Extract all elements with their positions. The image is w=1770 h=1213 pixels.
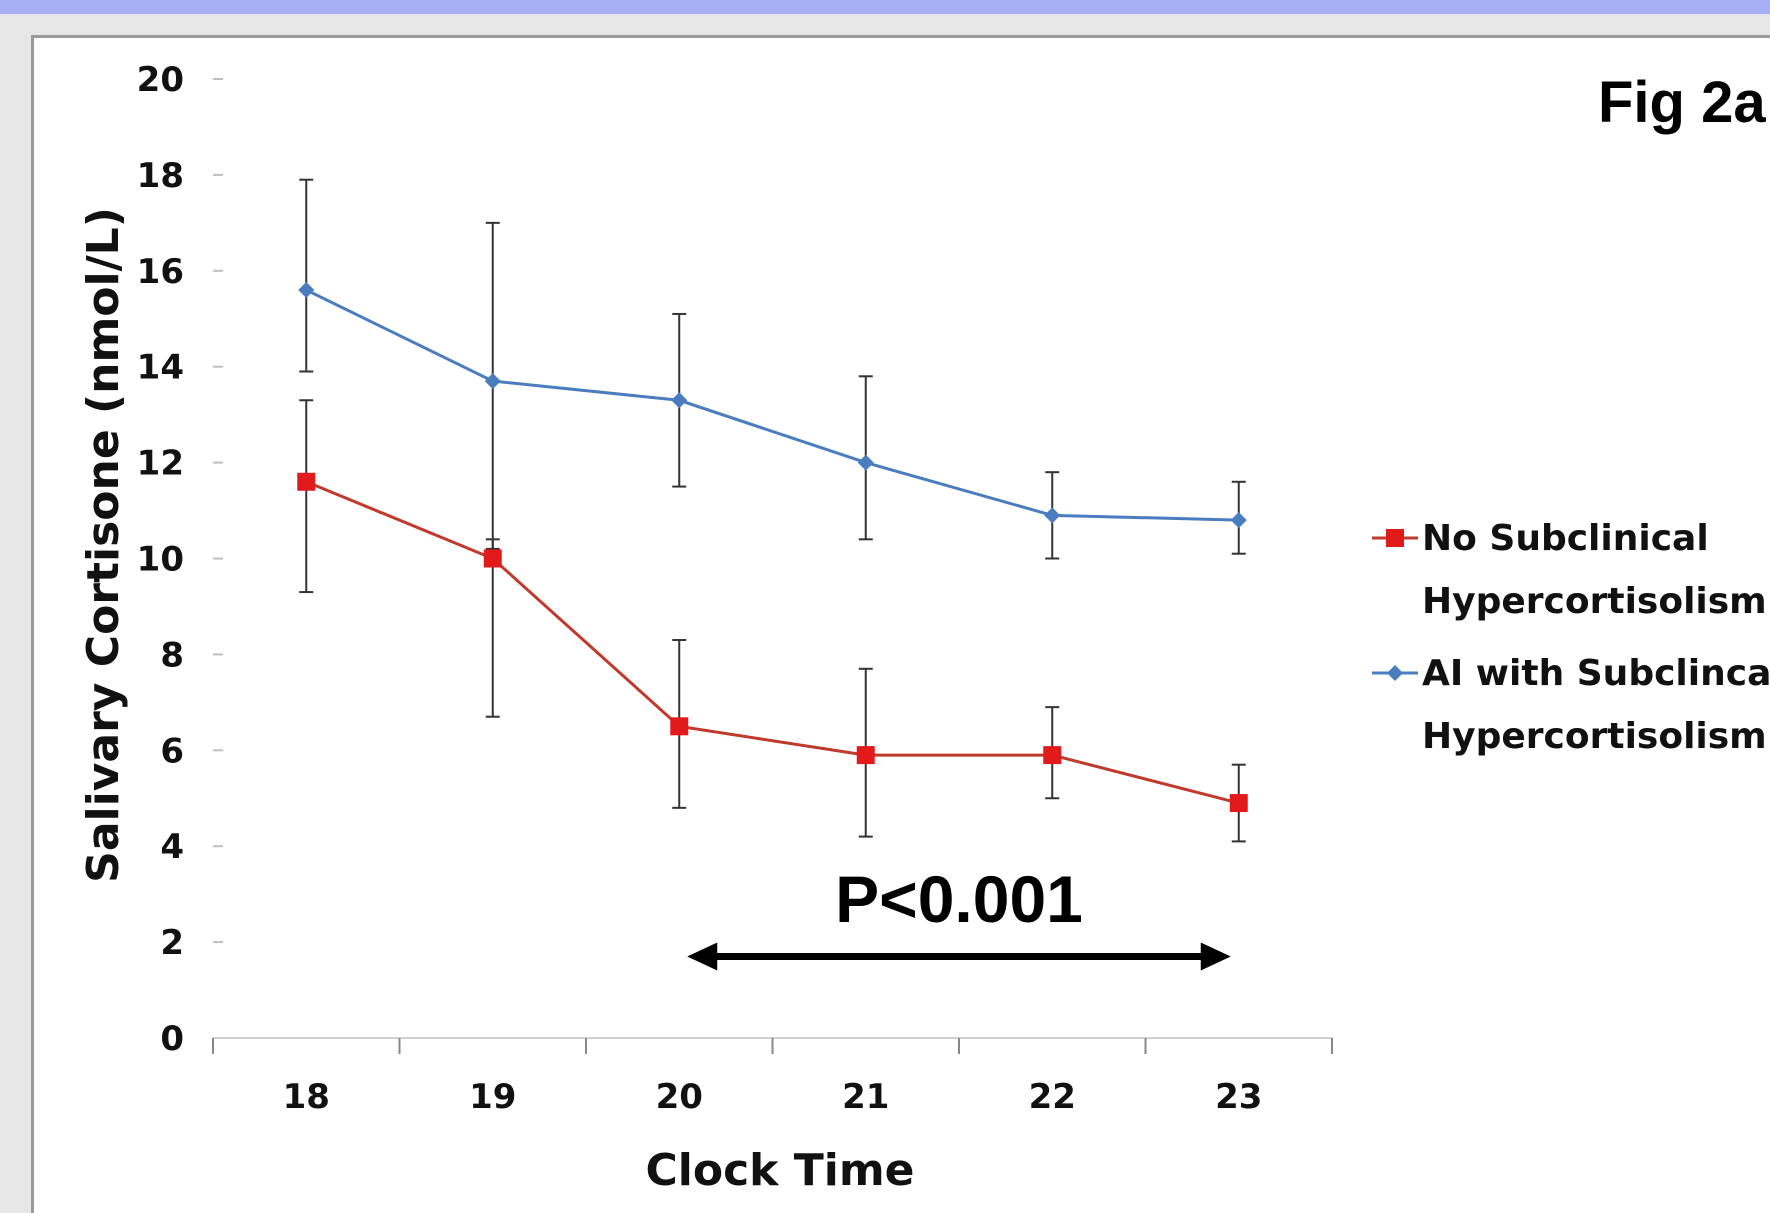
data-point-square — [856, 746, 875, 765]
y-tick-label: 6 — [160, 731, 184, 771]
arrow-head-left — [687, 942, 718, 971]
chart-frame — [31, 35, 1770, 1213]
data-point-diamond — [1044, 507, 1061, 524]
data-point-square — [1229, 794, 1248, 813]
x-tick-label: 20 — [656, 1077, 703, 1117]
y-tick-label: 0 — [160, 1019, 184, 1059]
y-tick-label: 4 — [160, 827, 184, 867]
legend-label: Hypercortisolism — [1422, 581, 1767, 622]
y-tick-label: 12 — [137, 444, 184, 484]
significance-annotation: P<0.001 — [687, 862, 1231, 971]
x-tick-label: 22 — [1029, 1077, 1076, 1117]
x-tick-label: 23 — [1215, 1077, 1262, 1117]
legend-label: No Subclinical — [1422, 518, 1709, 559]
y-tick-label: 10 — [137, 540, 184, 580]
error-bars — [299, 178, 1246, 843]
series-line — [305, 288, 1239, 522]
data-point-square — [297, 472, 316, 491]
x-axis: 18 19 20 21 22 23 — [212, 1037, 1333, 1117]
data-point-diamond — [1230, 512, 1247, 529]
x-tick-label: 21 — [842, 1077, 889, 1117]
top-bar — [0, 0, 1770, 14]
x-axis-title: Clock Time — [645, 1145, 914, 1196]
series-line — [305, 480, 1240, 805]
y-axis-title: Salivary Cortisone (nmol/L) — [78, 207, 129, 883]
x-tick-label: 19 — [469, 1077, 516, 1117]
y-axis: 0 2 4 6 8 10 12 14 16 18 20 — [137, 60, 223, 1059]
data-point-diamond — [298, 281, 315, 298]
legend-marker-square — [1386, 529, 1404, 547]
y-tick-label: 14 — [137, 348, 184, 388]
x-tick-label: 18 — [283, 1077, 330, 1117]
y-tick-label: 2 — [160, 923, 184, 963]
legend-label: AI with Subclincal — [1422, 653, 1770, 694]
legend-label: Hypercortisolism — [1422, 716, 1767, 757]
arrow-head-right — [1200, 942, 1231, 971]
data-point-diamond — [857, 454, 874, 471]
data-point-diamond — [484, 373, 501, 390]
data-point-diamond — [671, 392, 688, 409]
data-point-square — [1043, 746, 1062, 765]
p-value-label: P<0.001 — [835, 862, 1083, 936]
y-tick-label: 20 — [137, 60, 184, 100]
legend-marker-diamond — [1387, 665, 1403, 681]
y-tick-label: 18 — [137, 156, 184, 196]
legend: No Subclinical Hypercortisolism AI with Su… — [1372, 518, 1770, 757]
figure-title: Fig 2a — [1598, 70, 1766, 135]
y-tick-label: 8 — [160, 635, 184, 675]
series-lines — [297, 281, 1248, 813]
data-point-square — [670, 717, 689, 736]
y-tick-label: 16 — [137, 252, 184, 292]
data-point-square — [483, 549, 502, 568]
